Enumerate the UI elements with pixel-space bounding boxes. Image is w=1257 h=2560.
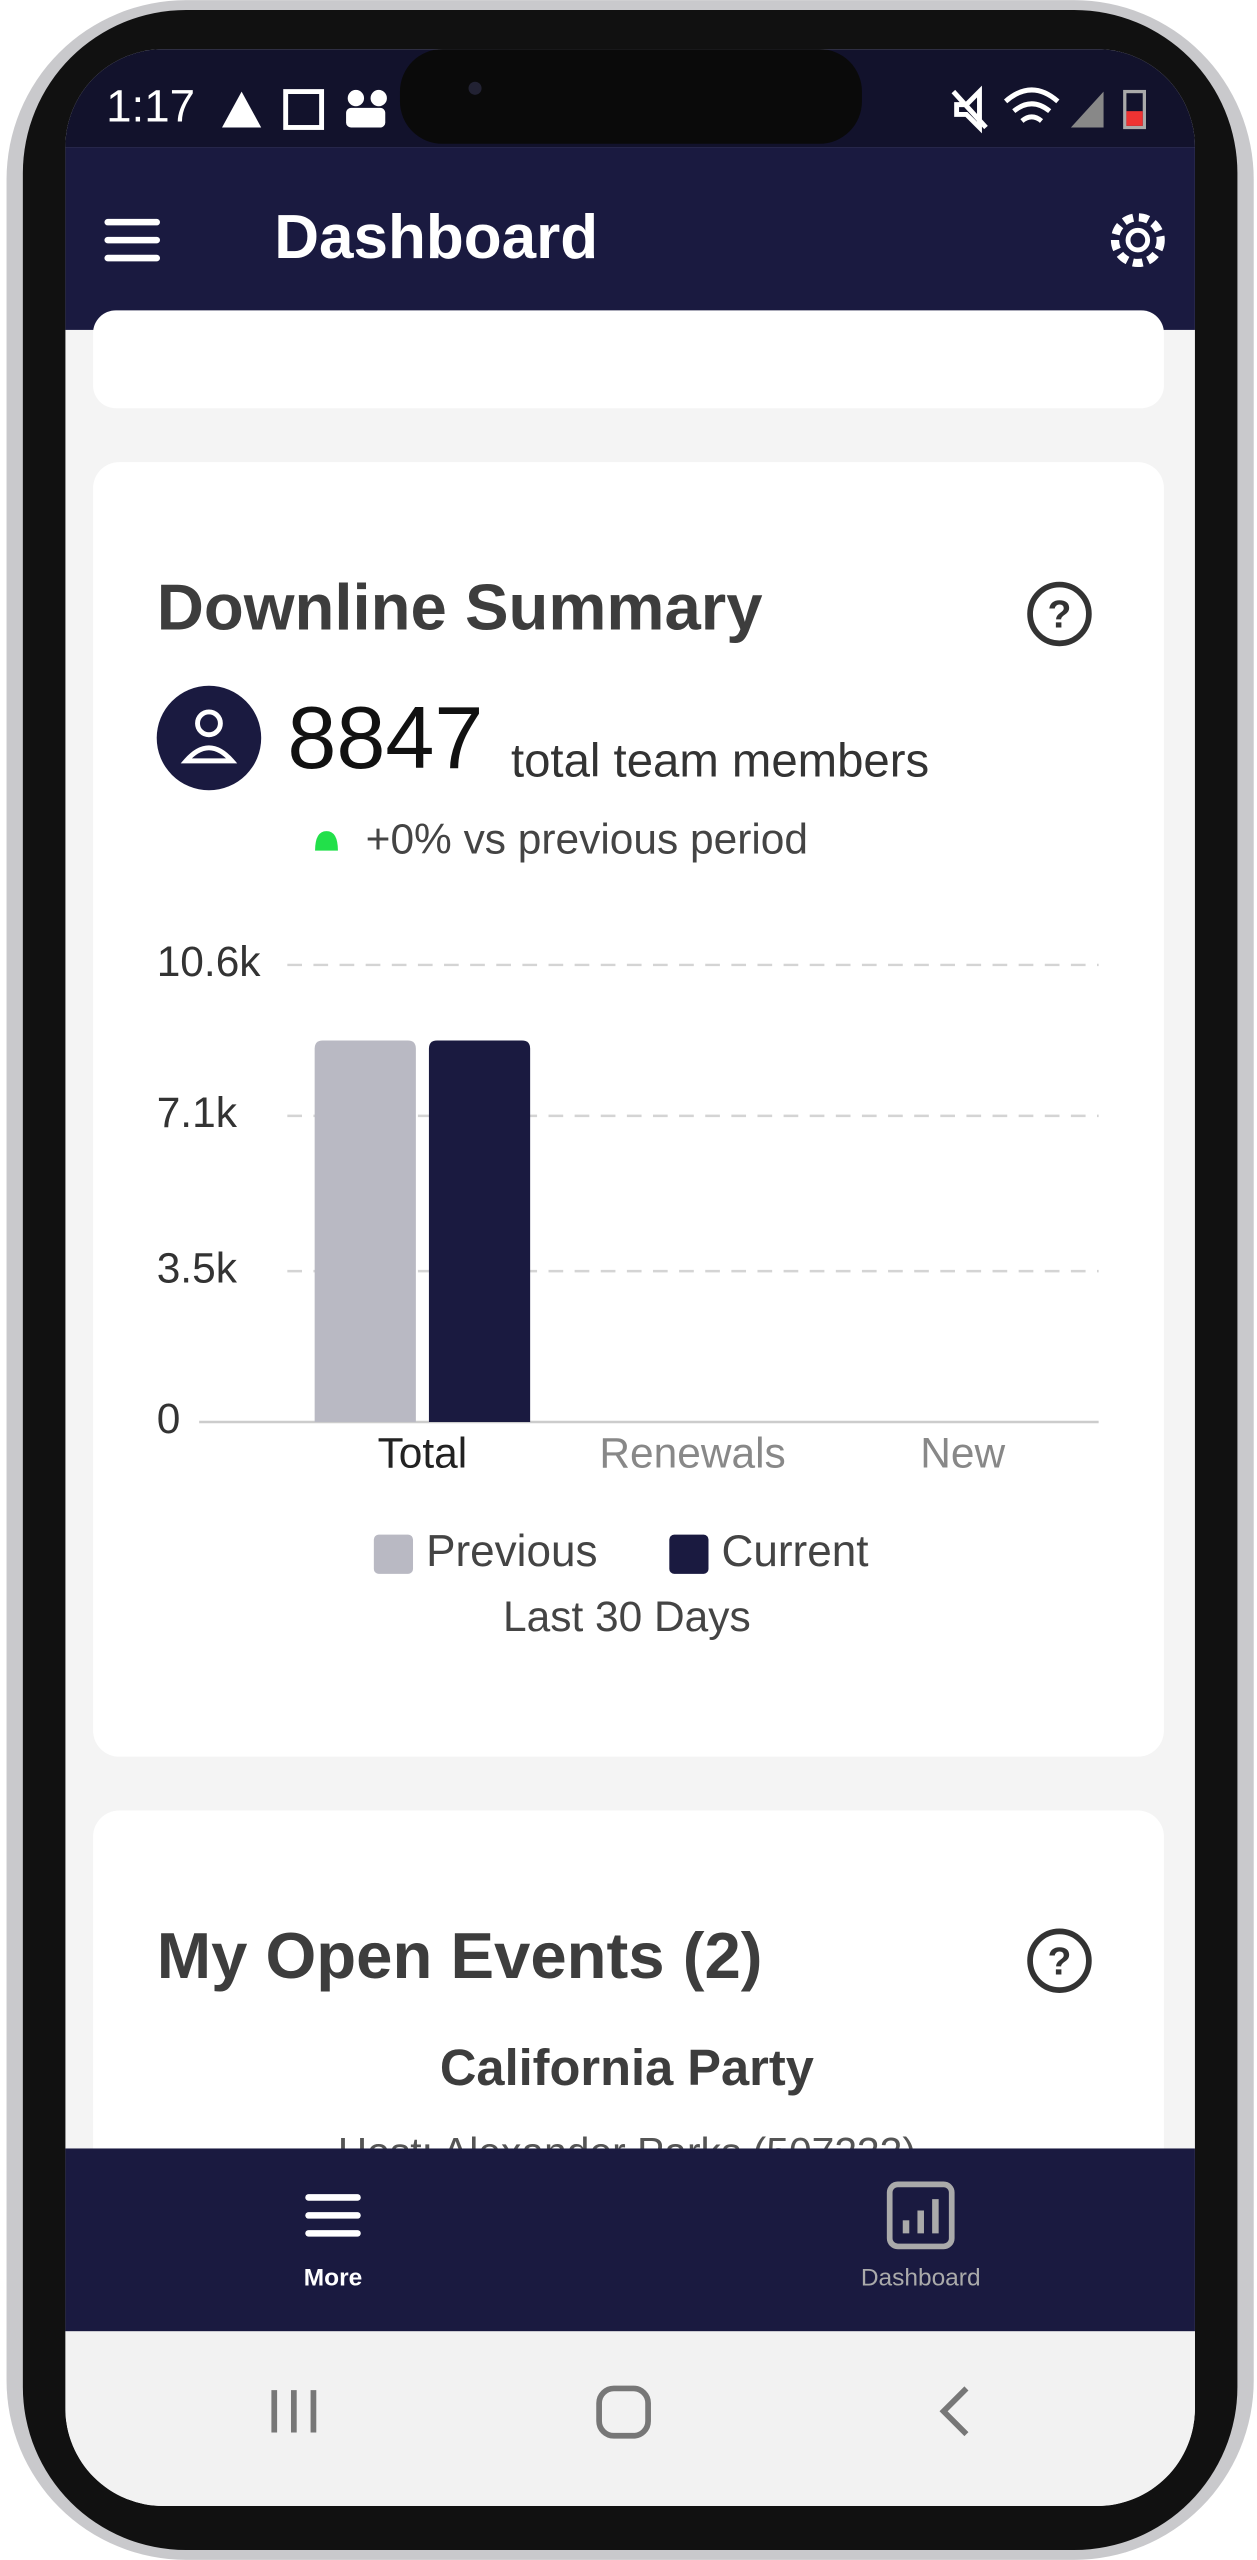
settings-button[interactable] [1110,213,1165,268]
app-title: Dashboard [274,203,598,272]
nav-label: More [304,2265,362,2292]
app-bar [65,147,1195,330]
avatar [156,685,262,791]
svg-text:?: ? [1048,1940,1072,1983]
nav-label: Dashboard [861,2265,981,2292]
member-count: 8847 [287,688,483,787]
mute-icon [951,85,988,134]
notch [399,49,862,144]
card [93,310,1164,409]
avatar-icon [195,709,223,738]
battery-level [1126,111,1143,126]
battery-icon [1123,89,1146,130]
card-title: Downline Summary [157,571,763,644]
teams-icon [347,89,365,107]
status-time: 1:17 [106,81,195,132]
legend-swatch [669,1534,709,1574]
trend-icon [315,831,338,851]
signal-icon [1070,91,1104,128]
svg-text:?: ? [1048,594,1072,637]
member-label: total team members [511,735,929,788]
y-tick-label: 10.6k [157,938,262,985]
downline-card [93,462,1164,1757]
image-icon [283,89,325,130]
system-nav [65,2331,1195,2506]
x-axis-label: Last 30 Days [503,1593,751,1640]
bar [314,1040,416,1423]
x-tick-label: Total [378,1430,468,1477]
legend-label: Current [722,1527,869,1576]
help-button[interactable]: ? [1027,581,1092,647]
y-tick-label: 7.1k [157,1089,238,1136]
nav-dashboard[interactable]: Dashboard [861,2181,981,2292]
event-name[interactable]: California Party [440,2039,814,2096]
warning-icon [222,91,262,128]
legend-swatch [373,1534,414,1574]
change-text: +0% vs previous period [366,816,808,863]
menu-button[interactable] [104,218,160,262]
teams-icon [346,107,386,128]
events-card [93,1810,1164,2235]
teams-icon [370,89,387,107]
bar [428,1040,531,1423]
chart: 0 3.5k 7.1k 10.6k Total Renewals New Previous Cu… [157,938,1099,1640]
y-tick-label: 3.5k [157,1244,238,1291]
legend-label: Previous [426,1527,597,1576]
screen: 1:17 Dashboard Downline Summary ? 8847 t… [65,49,1195,2506]
x-tick-label: New [920,1430,1005,1477]
help-button[interactable]: ? [1027,1928,1092,1993]
system-buttons[interactable] [271,2385,969,2439]
camera [468,81,482,95]
card-title: My Open Events (2) [157,1919,763,1992]
x-tick-label: Renewals [599,1430,785,1477]
nav-more[interactable]: More [304,2194,362,2292]
y-tick-label: 0 [157,1395,181,1442]
wifi-icon [1003,87,1060,123]
avatar-icon [180,745,238,764]
bottom-nav [65,2148,1195,2332]
